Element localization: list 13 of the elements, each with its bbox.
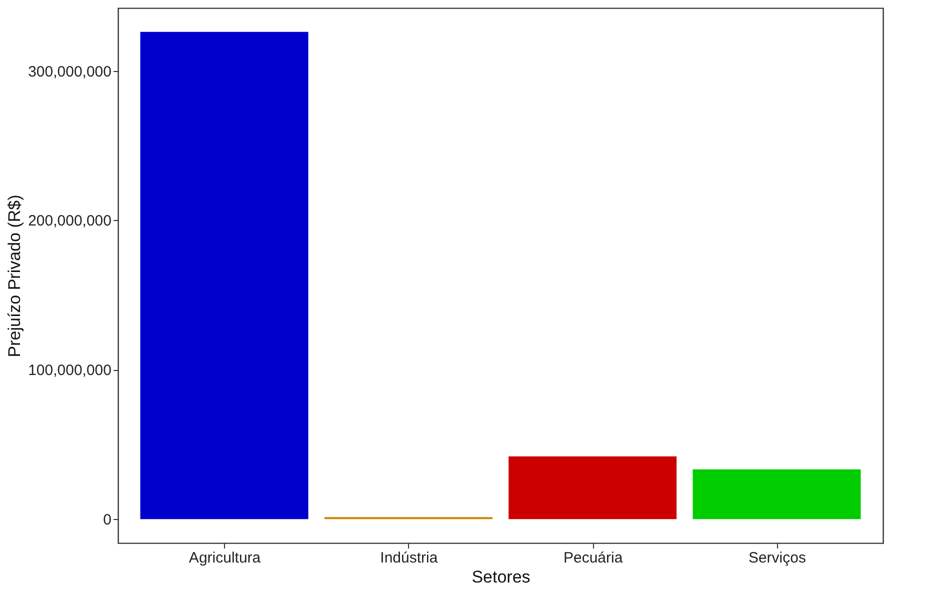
y-tick-label: 100,000,000 [28,362,112,380]
y-tick-label: 300,000,000 [28,63,112,80]
x-tick-label: Serviços [748,550,806,566]
bar [692,469,861,520]
y-axis-title: Prejuízo Privado (R$) [5,194,24,358]
bar [140,32,308,520]
y-tick-label: 200,000,000 [28,212,112,230]
x-tick-label: Pecuária [563,550,624,566]
x-axis-title: Setores [472,568,530,586]
y-tick-label: 0 [103,512,112,529]
x-tick-label: Indústria [380,550,438,566]
x-tick-label: Agricultura [188,550,262,566]
bar [508,456,677,520]
